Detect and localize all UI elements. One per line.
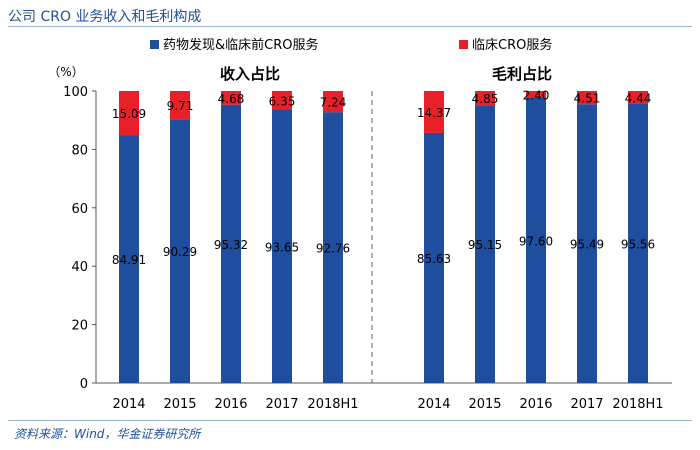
- data-label: 85.63: [417, 252, 451, 266]
- bar-segment: [170, 91, 190, 120]
- bar-segment: [526, 91, 546, 99]
- data-label: 6.35: [269, 94, 296, 108]
- legend-swatch: [459, 40, 468, 49]
- x-tick-label: 2014: [417, 397, 450, 412]
- bar-segment: [323, 112, 343, 383]
- footer-divider: [8, 420, 692, 421]
- y-unit-label: （%）: [48, 65, 83, 79]
- data-label: 4.68: [218, 92, 245, 106]
- x-tick-label: 2017: [265, 397, 298, 412]
- bar-segment: [424, 132, 444, 383]
- data-label: 4.44: [625, 91, 652, 105]
- y-tick-label: 80: [71, 143, 88, 158]
- data-label: 92.76: [316, 242, 350, 256]
- data-label: 14.37: [417, 106, 451, 120]
- legend-swatch: [150, 40, 159, 49]
- y-tick-label: 100: [63, 85, 88, 100]
- title-bar: 公司 CRO 业务收入和毛利构成: [8, 4, 692, 27]
- bar-segment: [119, 135, 139, 383]
- bar-segment: [577, 104, 597, 384]
- data-label: 84.91: [112, 253, 146, 267]
- y-tick-label: 40: [71, 260, 88, 275]
- data-label: 4.85: [472, 92, 499, 106]
- x-tick-label: 2015: [163, 397, 196, 412]
- panel-title: 收入占比: [220, 65, 280, 83]
- legend-label: 临床CRO服务: [472, 37, 552, 53]
- page-title: 公司 CRO 业务收入和毛利构成: [8, 9, 202, 25]
- bar-segment: [475, 105, 495, 384]
- bar-segment: [628, 103, 648, 384]
- bar-segment: [526, 98, 546, 384]
- data-label: 9.71: [167, 99, 194, 113]
- x-tick-label: 2018H1: [612, 397, 663, 412]
- bar-segment: [170, 119, 190, 383]
- data-label: 95.15: [468, 238, 502, 252]
- y-tick-label: 20: [71, 319, 88, 334]
- bar-segment: [475, 91, 495, 106]
- data-label: 95.56: [621, 237, 655, 251]
- bar-segment: [119, 91, 139, 136]
- panel-title: 毛利占比: [492, 65, 552, 83]
- data-label: 7.24: [320, 96, 347, 110]
- bar-segment: [221, 104, 241, 384]
- data-label: 90.29: [163, 245, 197, 259]
- data-label: 95.32: [214, 238, 248, 252]
- x-tick-label: 2017: [570, 397, 603, 412]
- bar-segment: [628, 91, 648, 104]
- y-tick-label: 0: [80, 377, 88, 392]
- bar-segment: [323, 91, 343, 113]
- source-note: 资料来源：Wind，华金证券研究所: [14, 427, 201, 441]
- y-tick-label: 60: [71, 202, 88, 217]
- data-label: 15.09: [112, 107, 146, 121]
- x-tick-label: 2014: [112, 397, 145, 412]
- data-label: 2.40: [523, 89, 550, 103]
- x-tick-label: 2016: [214, 397, 247, 412]
- data-label: 97.60: [519, 235, 553, 249]
- x-tick-label: 2016: [519, 397, 552, 412]
- bar-segment: [221, 91, 241, 105]
- x-tick-label: 2018H1: [307, 397, 358, 412]
- bar-segment: [272, 91, 292, 110]
- bar-segment: [577, 91, 597, 105]
- x-tick-label: 2015: [468, 397, 501, 412]
- bar-segment: [424, 91, 444, 133]
- data-label: 93.65: [265, 240, 299, 254]
- legend-label: 药物发现&临床前CRO服务: [163, 37, 318, 53]
- bar-segment: [272, 109, 292, 384]
- data-label: 4.51: [574, 92, 601, 106]
- data-label: 95.49: [570, 238, 604, 252]
